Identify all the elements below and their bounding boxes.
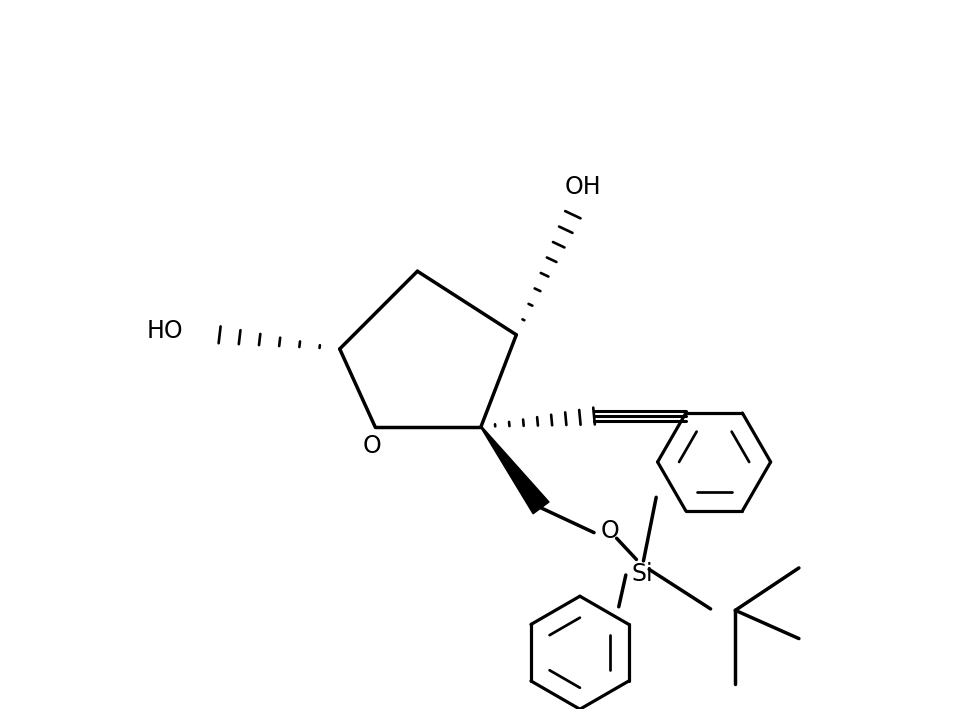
Text: O: O xyxy=(361,434,381,459)
Text: OH: OH xyxy=(564,175,602,199)
Polygon shape xyxy=(480,426,549,514)
Text: HO: HO xyxy=(146,319,183,343)
Text: Si: Si xyxy=(630,562,653,585)
Text: O: O xyxy=(600,519,618,543)
